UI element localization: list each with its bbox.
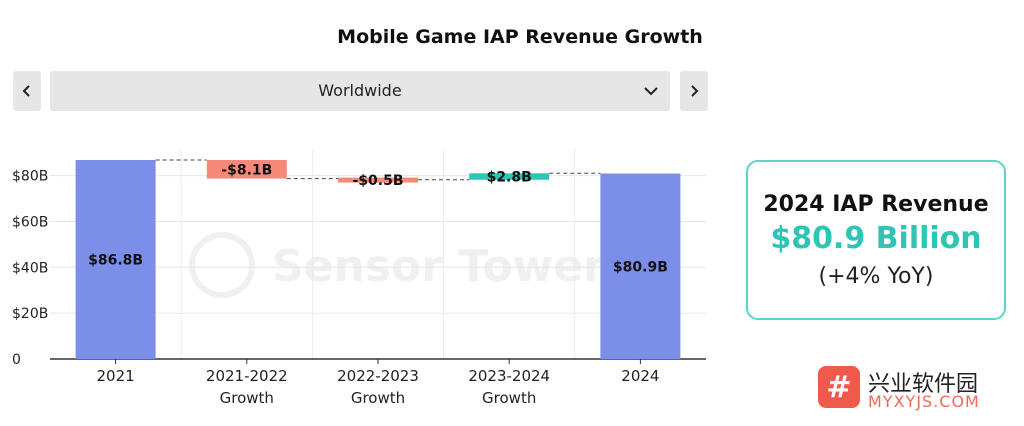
x-tick-label: 2021-2022 — [206, 367, 288, 385]
data-label: $80.9B — [613, 259, 668, 275]
y-tick-label: 0 — [12, 352, 21, 368]
y-tick-label: $60B — [12, 214, 48, 230]
x-tick-label: 2021 — [97, 367, 135, 385]
x-tick-label: Growth — [220, 389, 274, 407]
region-select[interactable]: Worldwide — [50, 71, 670, 111]
watermark: Sensor Tower — [189, 232, 605, 298]
bar-increase — [469, 173, 550, 180]
x-tick-label: Growth — [482, 389, 536, 407]
bar-total — [75, 160, 156, 359]
data-label: $2.8B — [487, 170, 532, 186]
data-label: $86.8B — [88, 253, 143, 269]
chevron-right-icon — [691, 85, 699, 97]
region-select-value: Worldwide — [318, 81, 402, 100]
chevron-down-icon — [644, 87, 658, 96]
data-label: -$0.5B — [352, 173, 403, 189]
bar-decrease — [206, 160, 287, 179]
brand-name-cn: 兴业软件园 — [868, 372, 979, 397]
revenue-summary-card: 2024 IAP Revenue $80.9 Billion (+4% YoY) — [746, 160, 1006, 320]
x-tick-label: 2022-2023 — [337, 367, 419, 385]
bar-decrease — [338, 177, 418, 183]
bar-total — [600, 173, 681, 359]
prev-button[interactable] — [13, 71, 41, 111]
card-title: 2024 IAP Revenue — [763, 192, 989, 217]
brand-logo: # 兴业软件园 MYXYJS.COM — [818, 366, 1018, 416]
y-tick-label: $20B — [12, 306, 48, 322]
watermark-text: Sensor Tower — [272, 241, 605, 292]
chart-title: Mobile Game IAP Revenue Growth — [337, 26, 703, 48]
brand-name-en: MYXYJS.COM — [868, 392, 980, 411]
x-tick-label: 2023-2024 — [468, 367, 550, 385]
waterfall-chart: Sensor Tower 0 $20B $40B $60B $80B $86.8B 2021… — [12, 150, 706, 407]
card-revenue-value: $80.9 Billion — [770, 221, 982, 256]
data-label: -$8.1B — [221, 162, 272, 178]
brand-logo-icon: # — [818, 366, 860, 408]
chevron-left-icon — [22, 85, 30, 97]
x-tick-label: 2024 — [621, 367, 659, 385]
card-yoy-change: (+4% YoY) — [818, 264, 934, 289]
x-tick-label: Growth — [351, 389, 405, 407]
next-button[interactable] — [680, 71, 708, 111]
y-tick-label: $80B — [12, 169, 48, 185]
y-tick-label: $40B — [12, 260, 48, 276]
